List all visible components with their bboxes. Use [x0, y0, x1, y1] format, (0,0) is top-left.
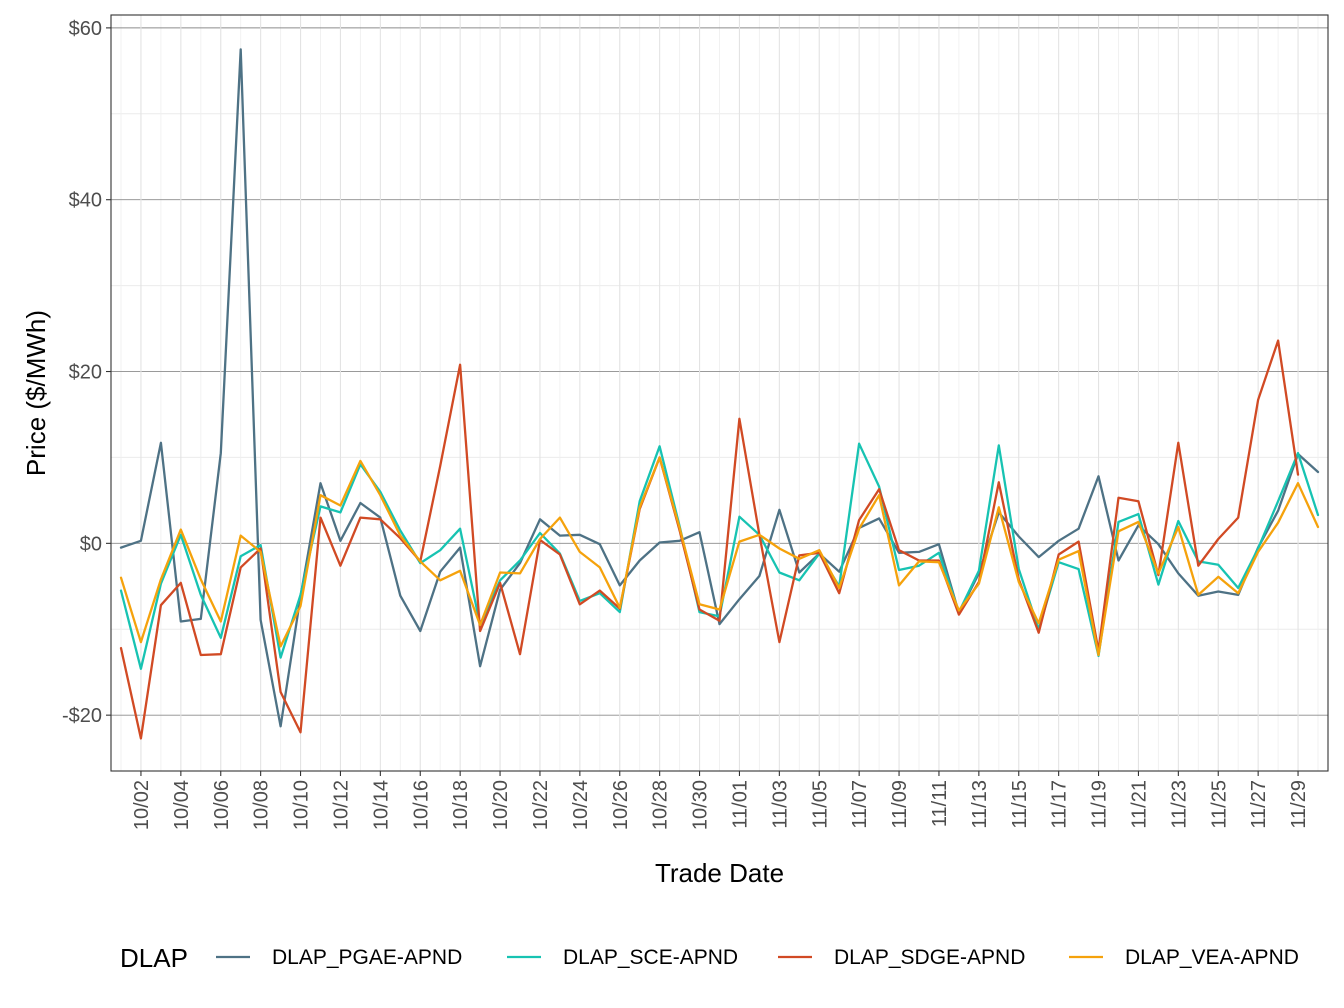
x-tick-label: 11/09	[889, 780, 911, 829]
x-tick-label: 11/27	[1248, 780, 1270, 829]
x-tick-label: 11/17	[1049, 780, 1071, 829]
x-tick-label: 10/02	[131, 780, 153, 830]
x-tick-label: 10/24	[570, 780, 592, 830]
x-tick-label: 11/01	[729, 780, 751, 829]
legend-label-DLAP_VEA-APND: DLAP_VEA-APND	[1125, 946, 1299, 969]
x-axis-title: Trade Date	[655, 858, 784, 888]
x-tick-label: 10/28	[650, 780, 672, 830]
x-tick-label: 11/11	[929, 780, 951, 827]
legend: DLAP DLAP_PGAE-APND DLAP_SCE-APND DLAP_SDG…	[120, 943, 1299, 973]
series-line-DLAP_VEA-APND	[119, 456, 1320, 657]
x-tick-label: 11/29	[1288, 780, 1310, 829]
y-axis-title: Price ($/MWh)	[21, 310, 51, 476]
x-tick-label: 10/18	[450, 780, 472, 830]
legend-label-DLAP_SCE-APND: DLAP_SCE-APND	[563, 946, 738, 969]
legend-label-DLAP_SDGE-APND: DLAP_SDGE-APND	[834, 946, 1025, 969]
x-tick-label: 10/10	[291, 780, 313, 830]
y-axis: -$20 $0 $20 $40 $60	[62, 18, 111, 727]
y-tick-label: $20	[69, 362, 102, 384]
x-tick-label: 11/03	[769, 780, 791, 829]
x-tick-label: 10/16	[410, 780, 432, 830]
x-tick-label: 10/08	[251, 780, 273, 830]
major-gridlines	[111, 15, 1328, 771]
x-axis: 10/02 10/04 10/06 10/08 10/10 10/12 10/14 10/16…	[131, 771, 1310, 830]
plot-panel-border	[110, 14, 1329, 772]
x-tick-label: 10/14	[370, 780, 392, 830]
x-tick-label: 10/20	[490, 780, 512, 830]
series-line-DLAP_SDGE-APND	[119, 339, 1300, 740]
x-tick-label: 11/25	[1208, 780, 1230, 829]
x-tick-label: 11/07	[849, 780, 871, 829]
x-tick-label: 11/23	[1168, 780, 1190, 829]
x-tick-label: 10/26	[610, 780, 632, 830]
x-tick-label: 10/04	[171, 780, 193, 830]
x-tick-label: 10/22	[530, 780, 552, 830]
series-lines	[119, 48, 1320, 740]
y-tick-label: $0	[80, 533, 102, 555]
legend-label-DLAP_PGAE-APND: DLAP_PGAE-APND	[272, 946, 462, 969]
y-tick-label: -$20	[62, 705, 102, 727]
minor-gridlines	[111, 15, 1328, 771]
x-tick-label: 11/05	[809, 780, 831, 829]
y-tick-label: $60	[69, 18, 102, 40]
x-tick-label: 11/13	[969, 780, 991, 829]
x-tick-label: 11/19	[1089, 780, 1111, 829]
y-tick-label: $40	[69, 190, 102, 212]
x-tick-label: 10/06	[211, 780, 233, 830]
x-tick-label: 10/30	[690, 780, 712, 830]
series-line-DLAP_PGAE-APND	[119, 48, 1320, 728]
x-tick-label: 11/15	[1009, 780, 1031, 829]
legend-title: DLAP	[120, 943, 188, 973]
x-tick-label: 10/12	[330, 780, 352, 830]
x-tick-label: 11/21	[1128, 780, 1150, 829]
